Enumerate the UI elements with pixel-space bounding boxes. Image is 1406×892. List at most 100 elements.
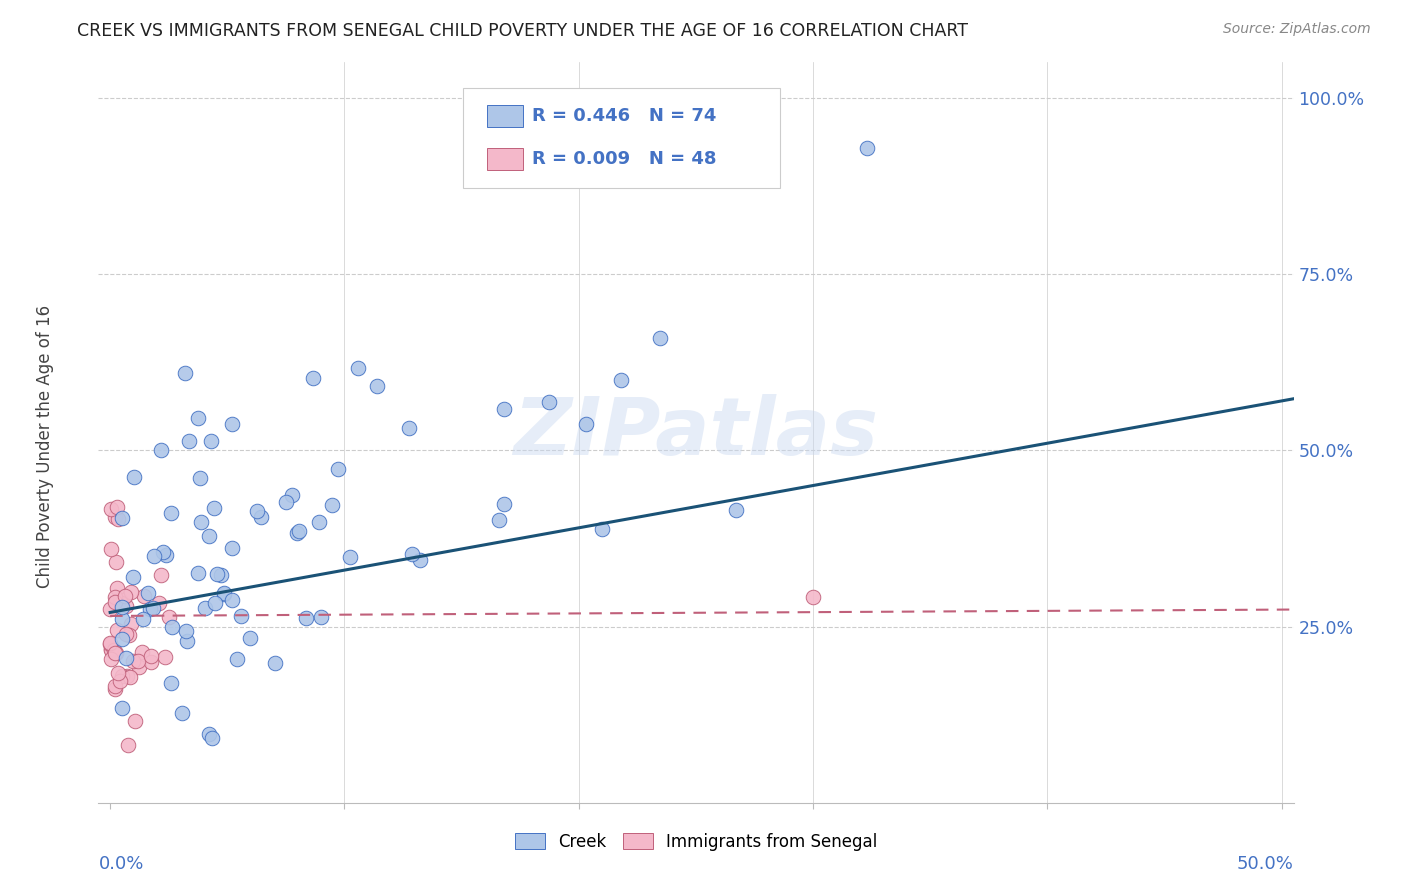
Text: Child Poverty Under the Age of 16: Child Poverty Under the Age of 16 [37,304,53,588]
Text: ZIPatlas: ZIPatlas [513,393,879,472]
Point [159,675,181,690]
Point [285,526,308,541]
Point [108,674,131,689]
Point [294,611,316,625]
Text: Source: ZipAtlas.com: Source: ZipAtlas.com [1223,22,1371,37]
Text: 0.0%: 0.0% [98,855,143,872]
Point [148,596,170,610]
Point [155,549,177,563]
Point [157,610,180,624]
Text: CREEK VS IMMIGRANTS FROM SENEGAL CHILD POVERTY UNDER THE AGE OF 16 CORRELATION C: CREEK VS IMMIGRANTS FROM SENEGAL CHILD P… [77,22,969,40]
Point [128,660,150,674]
Point [205,567,228,582]
Point [308,515,330,529]
Point [198,727,221,741]
Point [138,601,160,615]
Point [143,549,166,564]
Point [103,643,125,657]
FancyBboxPatch shape [463,88,780,188]
Point [98,601,122,615]
Point [114,590,136,604]
Point [122,470,145,484]
Point [115,626,138,640]
Point [194,601,217,615]
Point [104,646,127,660]
Point [347,360,370,375]
Point [287,524,309,538]
Point [107,666,129,681]
Point [124,714,146,728]
Point [212,586,235,600]
Point [110,596,132,610]
Point [115,669,138,683]
Point [609,373,631,387]
Text: R = 0.446   N = 74: R = 0.446 N = 74 [533,107,717,125]
Point [98,635,122,649]
Point [186,411,208,425]
Point [111,668,134,682]
Point [131,645,153,659]
Point [122,570,145,584]
Point [118,628,141,642]
Point [104,591,127,605]
Point [150,567,173,582]
Point [648,330,671,344]
Point [202,501,225,516]
Point [204,596,226,610]
Point [246,504,269,518]
Point [100,542,122,557]
FancyBboxPatch shape [486,104,523,127]
Point [212,587,235,601]
Point [111,599,134,614]
Point [111,700,134,714]
Point [132,589,155,603]
Point [321,498,343,512]
Point [725,503,748,517]
Text: R = 0.009   N = 48: R = 0.009 N = 48 [533,150,717,168]
Point [488,513,510,527]
Point [100,502,122,516]
Point [111,632,134,647]
Point [104,595,127,609]
Point [111,511,134,525]
Point [105,500,128,514]
Point [104,681,127,696]
Point [121,654,143,668]
Point [190,516,212,530]
Point [187,566,209,581]
Point [229,608,252,623]
Point [188,471,211,485]
Point [176,633,198,648]
Point [201,731,224,746]
Point [200,434,222,448]
Point [226,652,249,666]
Point [150,443,173,458]
Point [274,495,297,509]
Point [198,529,221,543]
Point [173,366,195,380]
Point [120,584,142,599]
Point [155,650,177,665]
Point [115,651,138,665]
Point [160,620,183,634]
Point [139,655,162,669]
Point [105,646,128,660]
Point [105,624,128,638]
Point [107,512,129,526]
Point [174,624,197,639]
Legend: Creek, Immigrants from Senegal: Creek, Immigrants from Senegal [508,826,884,857]
Point [107,581,129,595]
Point [152,545,174,559]
Point [141,649,163,664]
Point [575,417,598,431]
Point [100,642,122,657]
Point [118,669,141,683]
Point [326,462,349,476]
Point [492,497,515,511]
Point [108,592,131,607]
Point [366,378,388,392]
Point [117,739,139,753]
Point [221,593,243,607]
Point [398,420,420,434]
Point [136,585,159,599]
